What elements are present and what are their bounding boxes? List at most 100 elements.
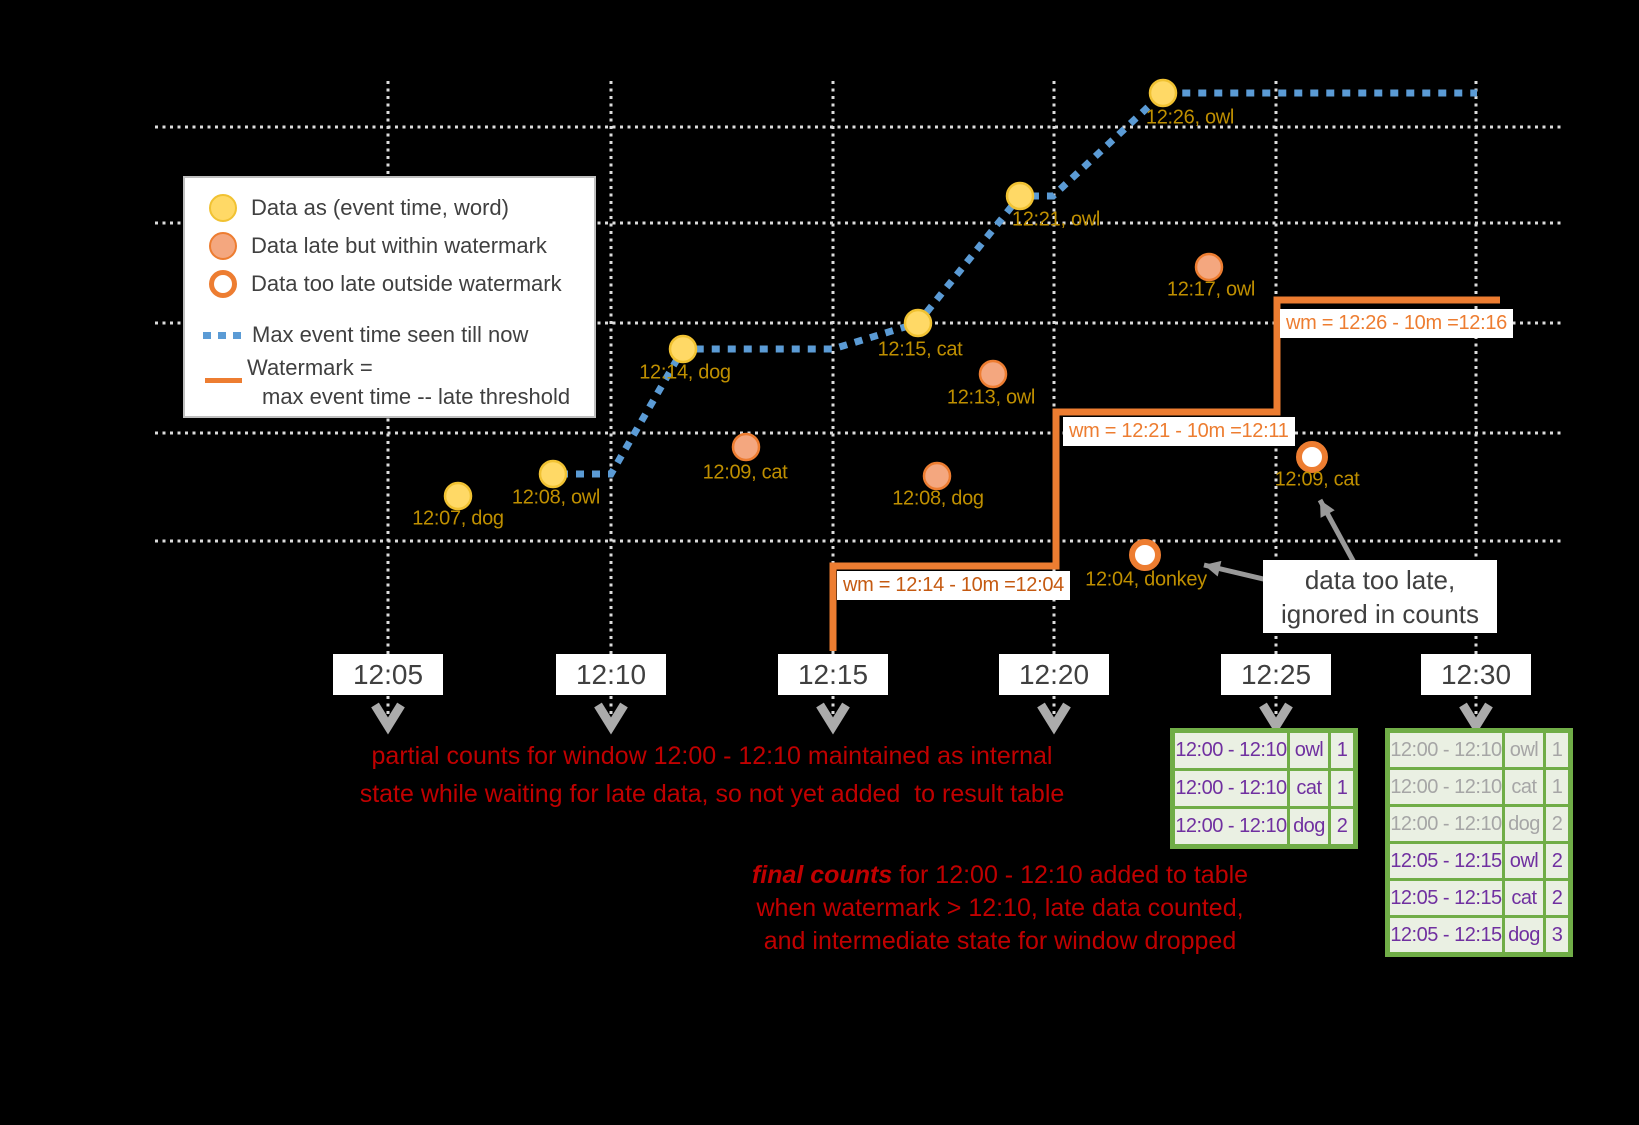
too-late-note: data too late, ignored in counts: [1263, 560, 1497, 633]
legend-label: Max event time seen till now: [252, 322, 529, 347]
table-cell-word: cat: [1505, 770, 1543, 804]
x-axis-tick-12-15: 12:15: [778, 654, 888, 695]
x-axis-tick-12-30: 12:30: [1421, 654, 1531, 695]
table-cell-word: dog: [1505, 918, 1543, 952]
legend: Data as (event time, word) Data late but…: [183, 176, 596, 418]
data-point-late: [1194, 252, 1224, 282]
trigger-arrow-icon: [1259, 702, 1293, 735]
note-line: state while waiting for late data, so no…: [359, 780, 1065, 808]
table-cell-window: 12:05 - 12:15: [1390, 844, 1502, 878]
table-cell-word: dog: [1290, 809, 1328, 844]
arrowhead-icon: [1204, 560, 1222, 577]
table-cell-word: owl: [1505, 844, 1543, 878]
data-point-on-time: [1148, 78, 1178, 108]
trigger-arrow-icon: [594, 702, 628, 735]
legend-item-late: Data late but within watermark: [209, 232, 547, 260]
legend-item-max-event-line: Max event time seen till now: [203, 322, 528, 348]
table-cell-count: 1: [1331, 733, 1353, 768]
note-emphasis: final counts: [751, 861, 893, 889]
salmon-dot-icon: [209, 232, 237, 260]
table-cell-count: 1: [1546, 770, 1568, 804]
arrowhead-icon: [1320, 500, 1335, 518]
data-point-too-late: [1129, 539, 1161, 571]
trigger-arrow-icon: [371, 702, 405, 735]
data-point-late: [978, 359, 1008, 389]
legend-label: Data late but within watermark: [251, 233, 547, 258]
table-cell-window: 12:05 - 12:15: [1390, 881, 1502, 915]
trigger-arrow-icon: [816, 702, 850, 735]
data-point-label: 12:15, cat: [877, 338, 963, 361]
watermark-line: [829, 296, 1500, 651]
data-point-label: 12:21, owl: [1011, 208, 1101, 231]
max-event-time-line: [560, 89, 1477, 478]
note-line-rest: for 12:00 - 12:10 added to table: [892, 861, 1249, 889]
data-point-on-time: [443, 481, 473, 511]
table-cell-window: 12:00 - 12:10: [1390, 770, 1502, 804]
final-counts-note: final counts for 12:00 - 12:10 added to …: [752, 859, 1248, 958]
data-point-label: 12:17, owl: [1166, 278, 1256, 301]
note-line: and intermediate state for window droppe…: [763, 927, 1237, 955]
x-axis-tick-12-20: 12:20: [999, 654, 1109, 695]
data-point-late: [922, 461, 952, 491]
table-cell-word: dog: [1505, 807, 1543, 841]
legend-item-on-time: Data as (event time, word): [209, 194, 509, 222]
result-table-2: 12:00 - 12:10 owl 1 12:00 - 12:10 cat 1 12:00 …: [1385, 728, 1573, 957]
legend-item-too-late: Data too late outside watermark: [209, 270, 562, 298]
data-point-label: 12:09, cat: [702, 461, 788, 484]
x-axis-tick-12-25: 12:25: [1221, 654, 1331, 695]
partial-counts-note: partial counts for window 12:00 - 12:10 …: [360, 737, 1065, 813]
table-cell-window: 12:00 - 12:10: [1175, 809, 1287, 844]
watermark-step-label: wm = 12:26 - 10m =12:16: [1280, 309, 1514, 338]
trigger-arrow-icon: [1459, 702, 1493, 735]
too-late-note-line: data too late,: [1304, 564, 1456, 595]
data-point-too-late: [1296, 441, 1328, 473]
data-point-label: 12:13, owl: [946, 386, 1036, 409]
data-point-on-time: [668, 334, 698, 364]
table-cell-window: 12:00 - 12:10: [1175, 771, 1287, 806]
legend-item-watermark-line2: max event time -- late threshold: [262, 384, 570, 410]
data-point-late: [731, 432, 761, 462]
note-line: when watermark > 12:10, late data counte…: [756, 894, 1244, 922]
table-cell-count: 2: [1331, 809, 1353, 844]
data-point-on-time: [903, 308, 933, 338]
data-point-label: 12:08, dog: [892, 487, 984, 510]
table-cell-word: owl: [1290, 733, 1328, 768]
x-axis-tick-12-05: 12:05: [333, 654, 443, 695]
table-cell-word: cat: [1290, 771, 1328, 806]
note-line: partial counts for window 12:00 - 12:10 …: [371, 742, 1053, 770]
blue-dotted-line-icon: [203, 331, 243, 339]
table-cell-count: 1: [1546, 733, 1568, 767]
data-point-label: 12:07, dog: [412, 507, 504, 530]
watermark-step-label: wm = 12:14 - 10m =12:04: [837, 571, 1071, 600]
open-dot-icon: [209, 270, 237, 298]
yellow-dot-icon: [209, 194, 237, 222]
data-point-label: 12:04, donkey: [1085, 568, 1207, 591]
legend-label: Watermark =: [247, 355, 373, 380]
result-table-1: 12:00 - 12:10 owl 1 12:00 - 12:10 cat 1 12:00 …: [1170, 728, 1358, 849]
legend-label: Data too late outside watermark: [251, 271, 562, 296]
table-cell-word: cat: [1505, 881, 1543, 915]
table-cell-count: 2: [1546, 881, 1568, 915]
table-cell-count: 1: [1331, 771, 1353, 806]
x-axis-tick-12-10: 12:10: [556, 654, 666, 695]
data-point-label: 12:08, owl: [511, 486, 601, 509]
data-point-on-time: [538, 459, 568, 489]
orange-line-icon: [205, 378, 242, 383]
table-cell-word: owl: [1505, 733, 1543, 767]
table-cell-window: 12:00 - 12:10: [1390, 807, 1502, 841]
watermark-step-label: wm = 12:21 - 10m =12:11: [1063, 417, 1295, 446]
table-cell-window: 12:00 - 12:10: [1390, 733, 1502, 767]
trigger-arrow-icon: [1037, 702, 1071, 735]
table-cell-count: 3: [1546, 918, 1568, 952]
data-point-on-time: [1005, 181, 1035, 211]
note-line: final counts for 12:00 - 12:10 added to …: [752, 859, 1248, 892]
table-cell-window: 12:00 - 12:10: [1175, 733, 1287, 768]
data-point-label: 12:26, owl: [1145, 106, 1235, 129]
table-cell-count: 2: [1546, 844, 1568, 878]
too-late-note-line: ignored in counts: [1280, 598, 1480, 629]
legend-label: Data as (event time, word): [251, 195, 509, 220]
data-point-label: 12:09, cat: [1274, 468, 1360, 491]
data-point-label: 12:14, dog: [639, 361, 731, 384]
table-cell-count: 2: [1546, 807, 1568, 841]
